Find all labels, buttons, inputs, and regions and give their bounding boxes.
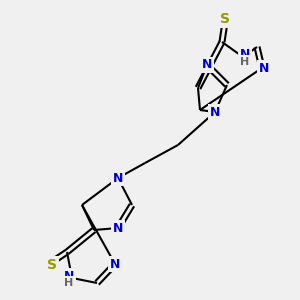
Text: N: N [113,172,123,184]
Text: H: H [64,278,74,288]
Text: H: H [240,57,250,67]
Text: N: N [64,269,74,283]
Text: N: N [110,257,120,271]
Text: S: S [47,258,57,272]
Text: N: N [202,58,212,71]
Text: N: N [259,61,269,74]
Text: N: N [210,106,220,118]
Text: N: N [240,49,250,62]
Text: N: N [113,221,123,235]
Text: S: S [220,12,230,26]
